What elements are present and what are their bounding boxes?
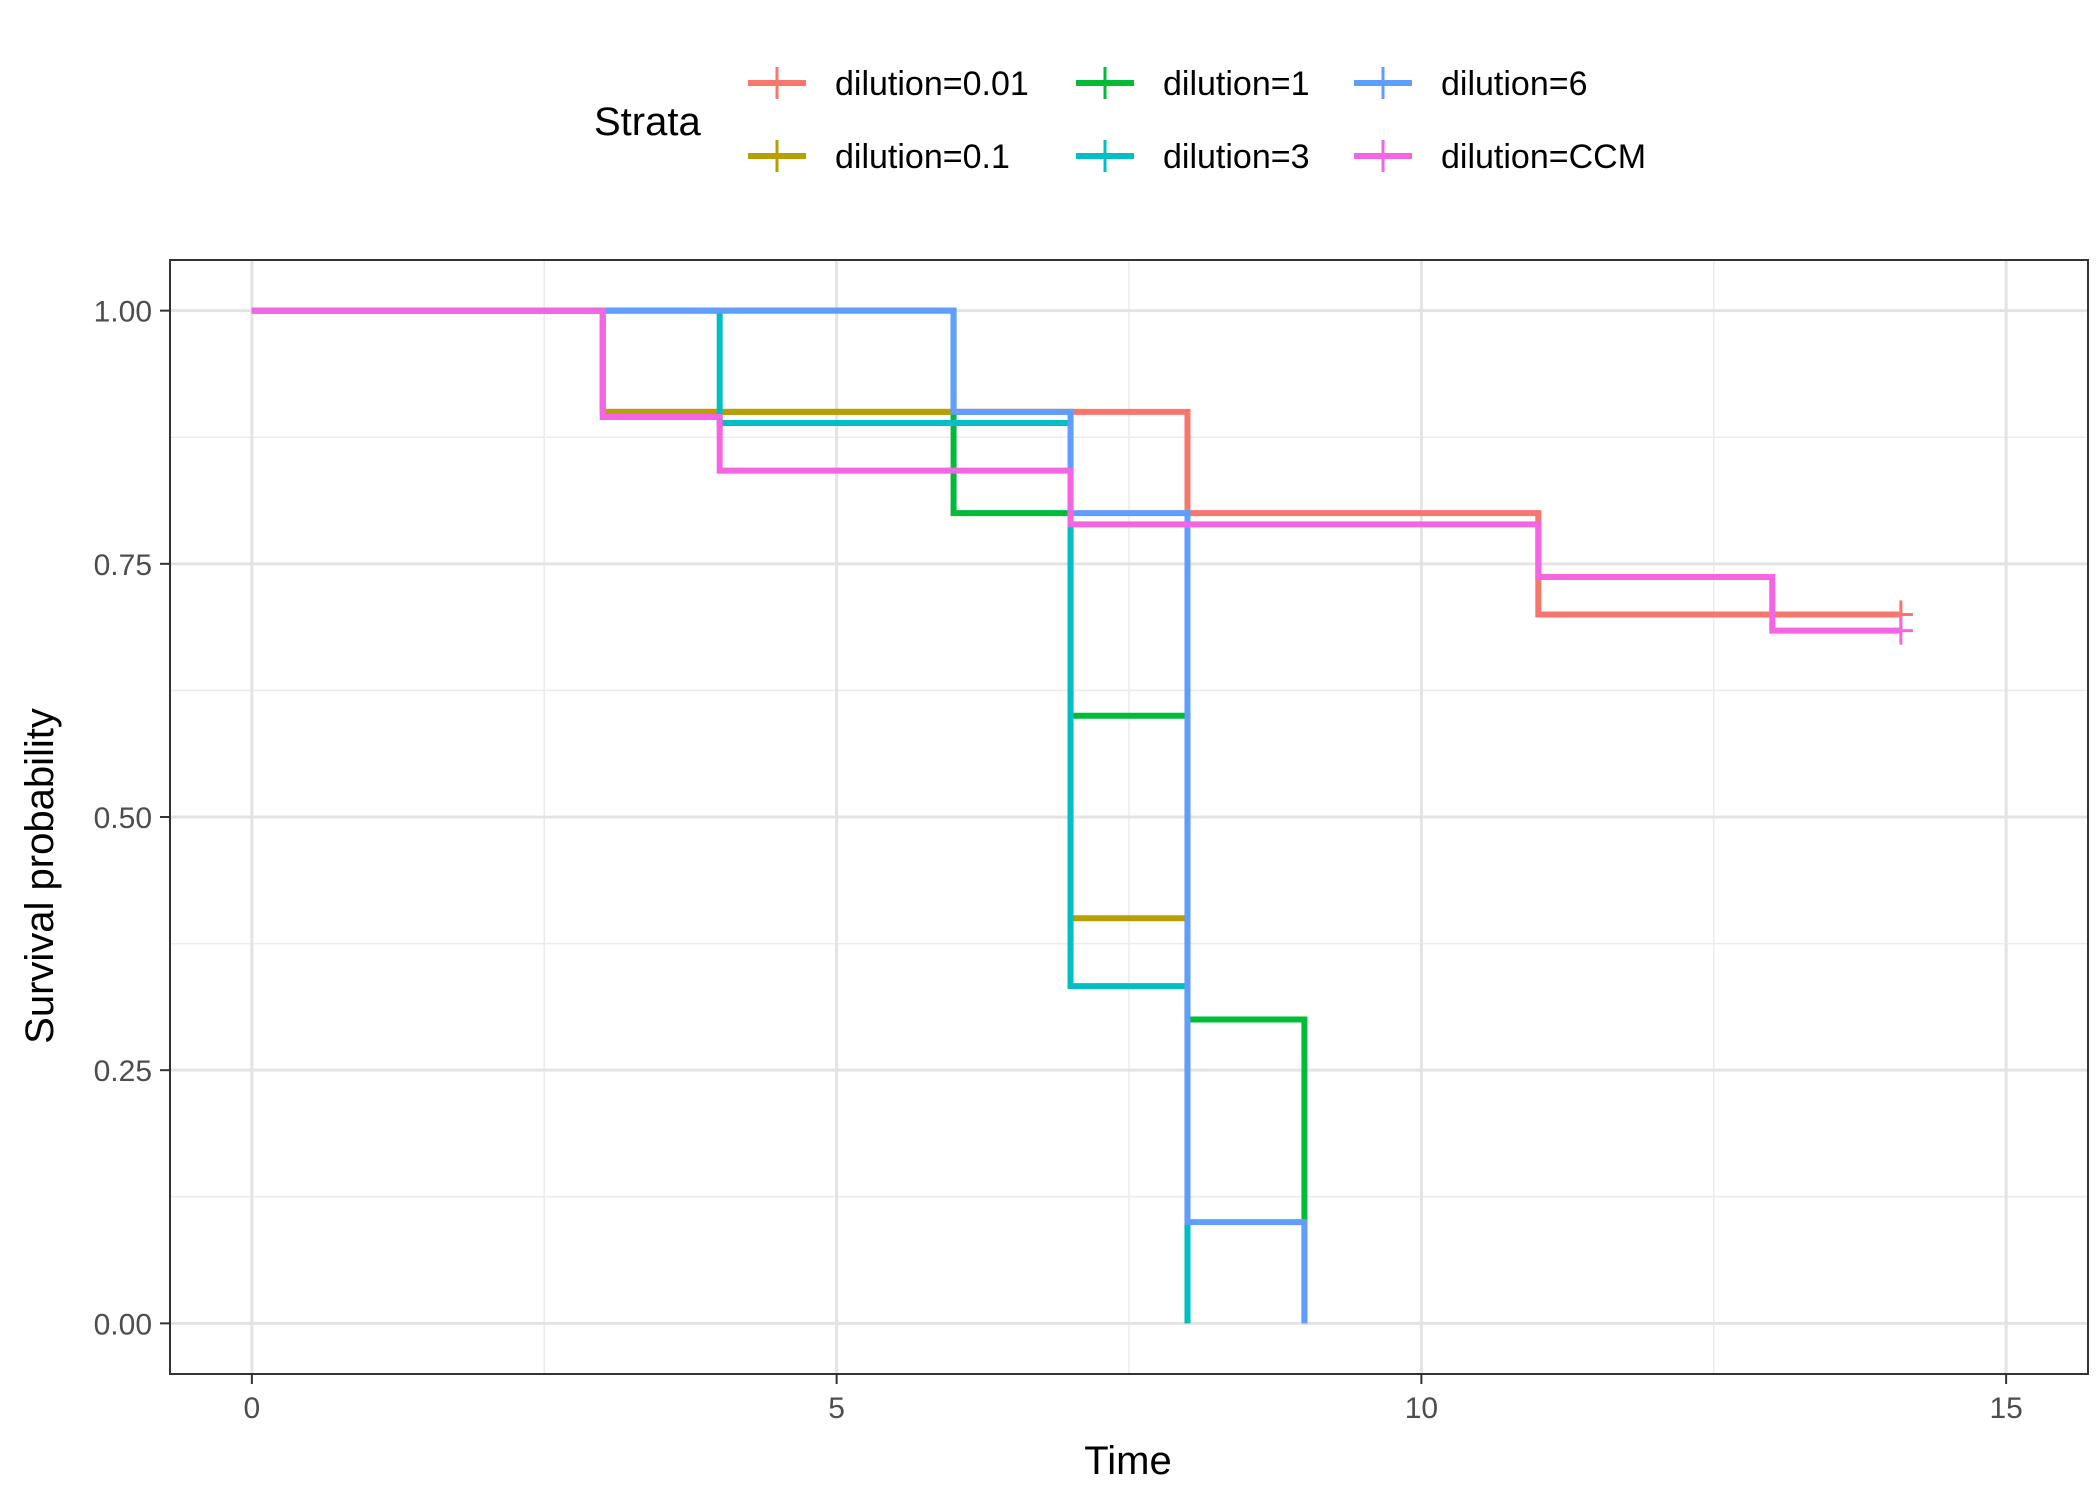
legend-label: dilution=CCM (1441, 138, 1646, 176)
major-gridlines (170, 260, 2088, 1374)
y-tick-label: 0.25 (94, 1055, 152, 1088)
y-tick-label: 1.00 (94, 296, 152, 329)
axis-ticks (160, 309, 2008, 1384)
legend: Strata dilution=0.01dilution=0.1dilution… (594, 65, 1646, 176)
legend-label: dilution=6 (1441, 65, 1588, 103)
x-tick-label: 5 (828, 1392, 845, 1425)
minor-gridlines (170, 260, 2088, 1374)
y-tick-label: 0.75 (94, 549, 152, 582)
y-tick-labels: 0.00 0.25 0.50 0.75 1.00 (94, 296, 152, 1342)
legend-label: dilution=1 (1163, 65, 1310, 103)
legend-items: dilution=0.01 dilution=0.1 dilution=1 dilut… (748, 65, 1646, 176)
legend-label: dilution=0.1 (835, 138, 1010, 176)
legend-item: dilution=CCM (1354, 138, 1646, 176)
y-tick-label: 0.00 (94, 1308, 152, 1341)
legend-item: dilution=1 (1076, 65, 1310, 103)
x-tick-label: 10 (1405, 1392, 1438, 1425)
y-tick-label: 0.50 (94, 802, 152, 835)
series-line (251, 307, 1901, 634)
legend-label: dilution=0.01 (835, 65, 1029, 103)
series-lines (251, 307, 1913, 1324)
x-axis-title: Time (1084, 1439, 1171, 1483)
legend-label: dilution=3 (1163, 138, 1310, 176)
x-tick-label: 0 (244, 1392, 261, 1425)
legend-item: dilution=3 (1076, 138, 1310, 176)
legend-title: Strata (594, 100, 701, 144)
legend-item: dilution=0.01 (748, 65, 1029, 103)
y-axis-title: Survival probability (18, 708, 62, 1044)
legend-item: dilution=0.1 (748, 138, 1010, 176)
legend-item: dilution=6 (1354, 65, 1588, 103)
x-tick-labels: 0 5 10 15 (244, 1392, 2023, 1425)
x-tick-label: 15 (1989, 1392, 2022, 1425)
